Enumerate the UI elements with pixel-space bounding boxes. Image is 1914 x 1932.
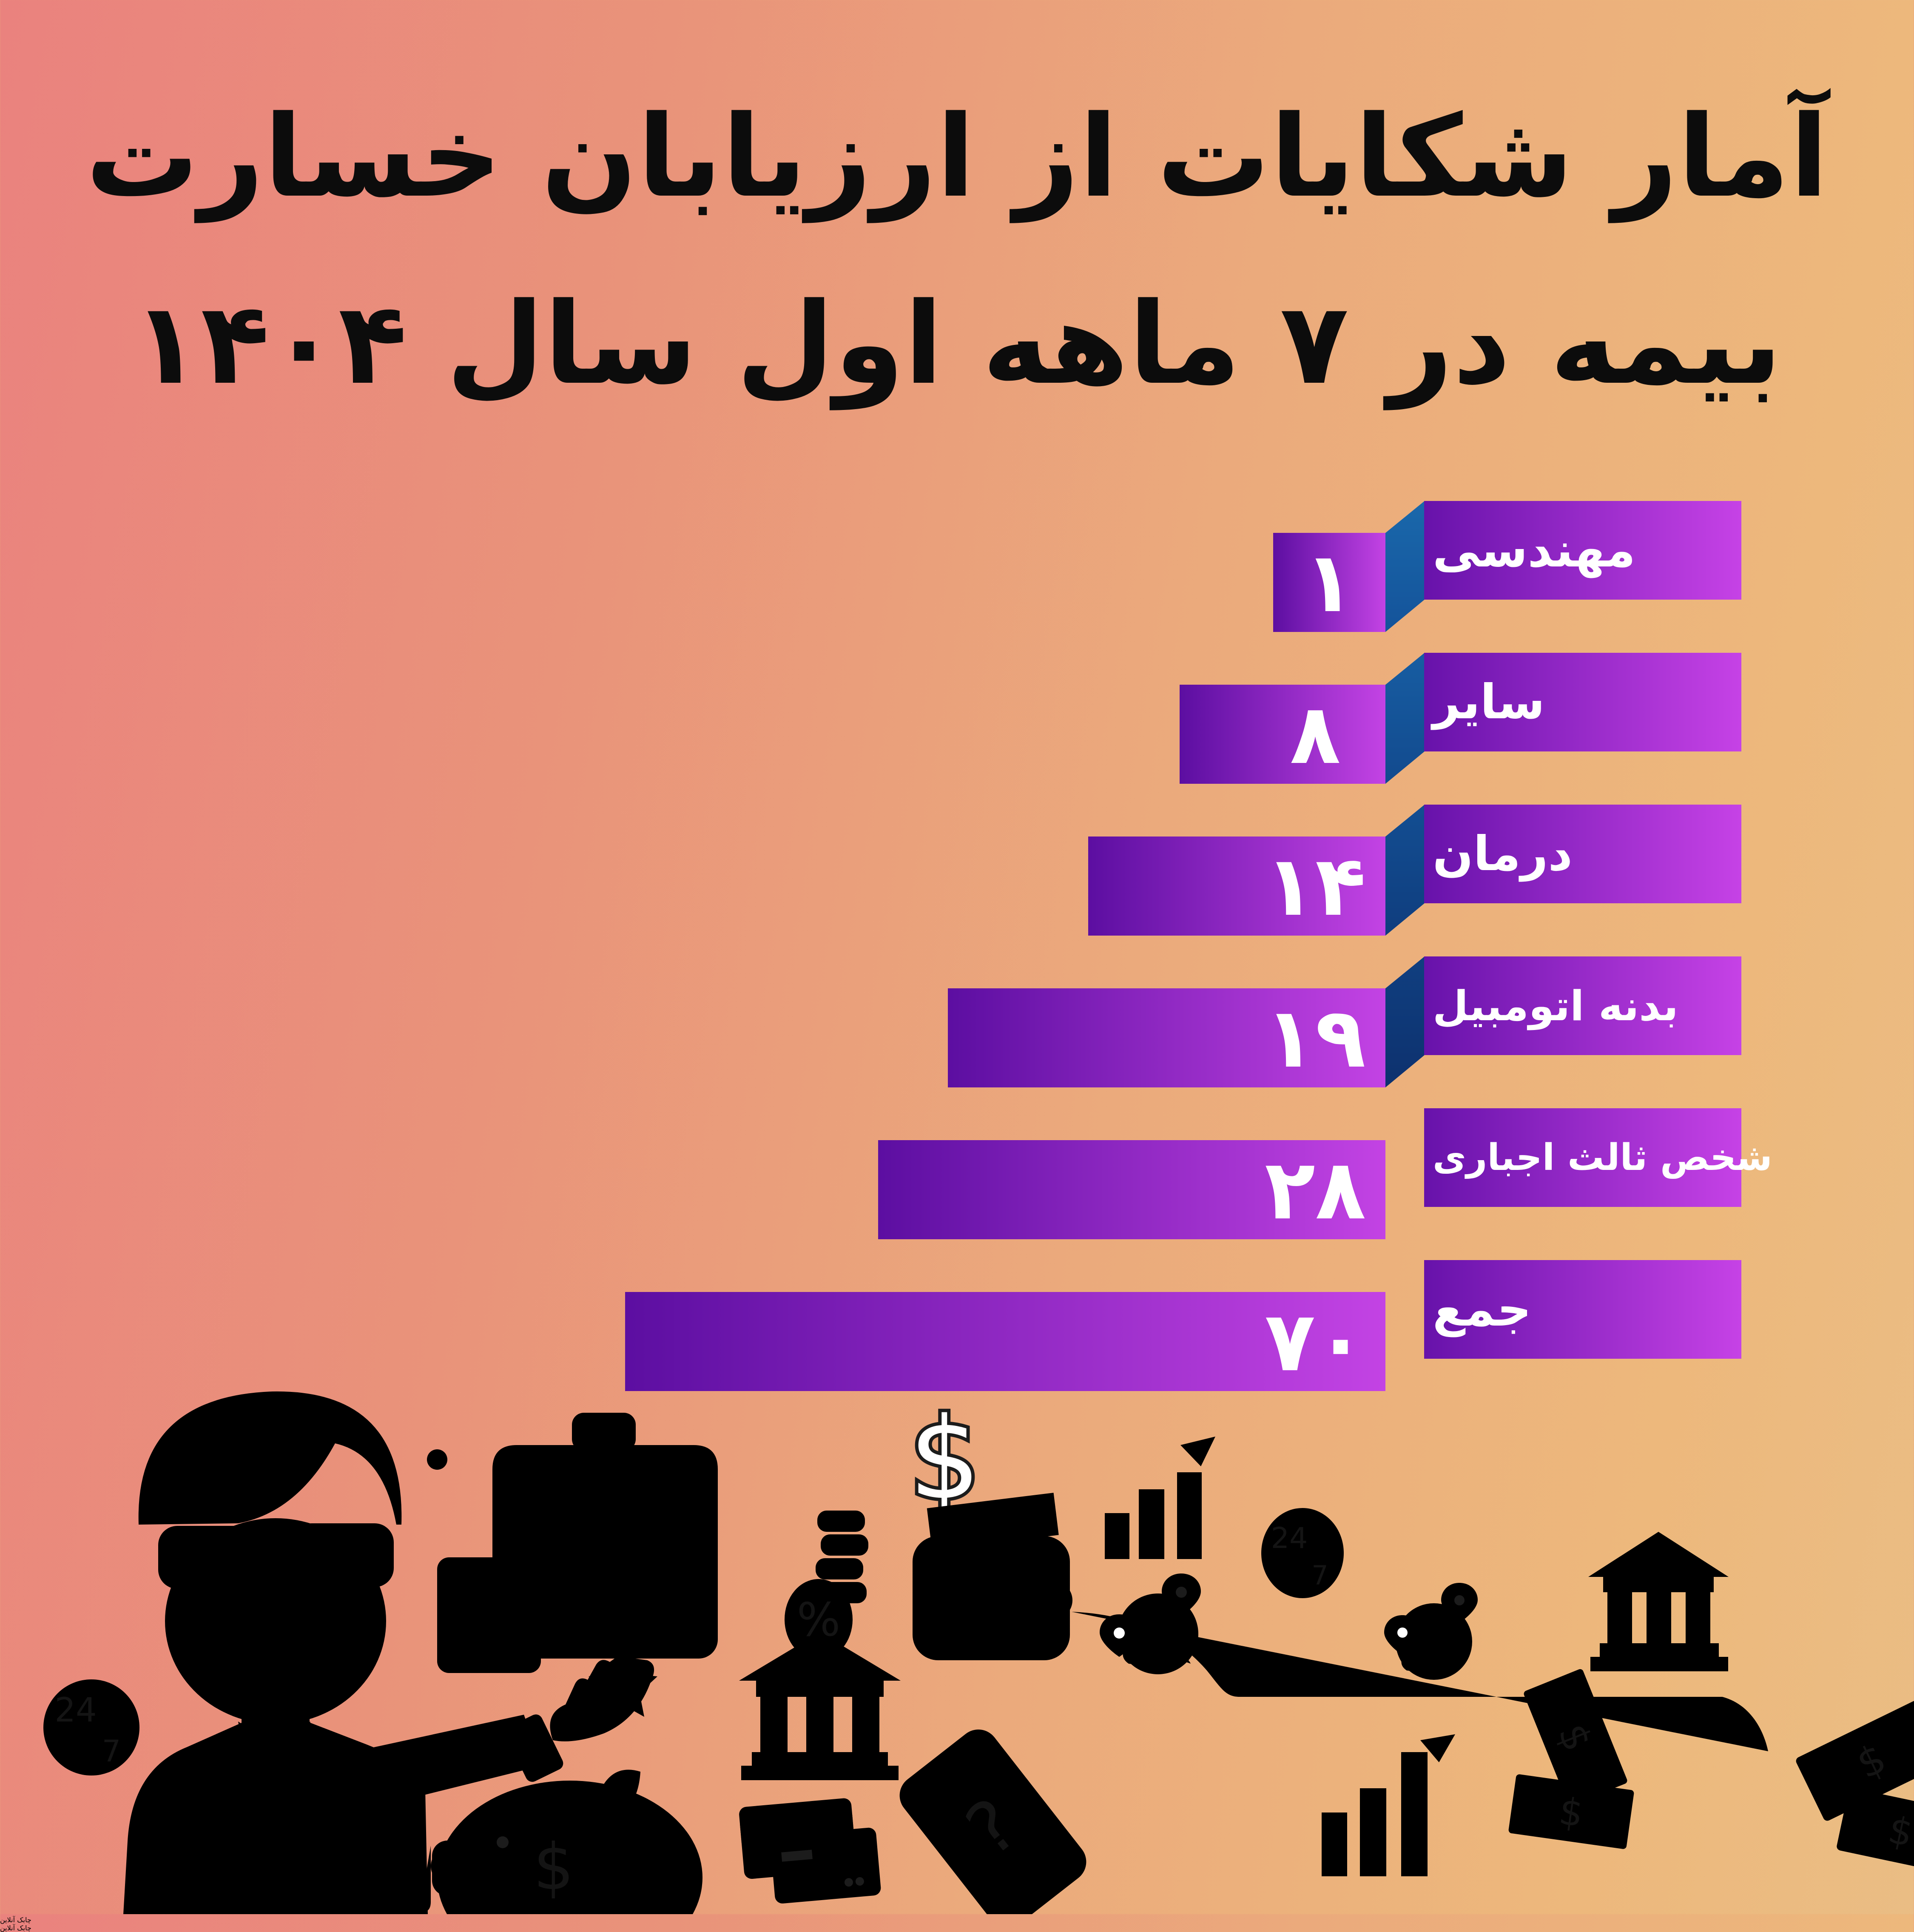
badge-24-7-icon: 24 7	[1261, 1508, 1344, 1598]
chabok-online-logo: چابک آنلاین	[0, 1924, 1914, 1932]
watermark-logo: چابک آنلاین	[0, 1916, 1914, 1924]
bar-label-box: درمان	[1424, 805, 1741, 903]
bar-label-box: مهندسی	[1424, 501, 1741, 600]
bar-label-box: شخص ثالث اجباری	[1424, 1108, 1772, 1207]
dot-circle-icon	[427, 1449, 447, 1470]
chart-row-health: ۱۴ درمان	[0, 805, 1914, 936]
chart-row-engineering: ۱ مهندسی	[0, 501, 1914, 633]
percent-coin-icon: %	[785, 1579, 853, 1660]
bar-auto-body: ۱۹	[948, 988, 1385, 1087]
badge-24-7-icon: 24 7	[43, 1679, 139, 1776]
smartphone-icon: ?	[899, 1729, 1086, 1928]
hand	[550, 1652, 654, 1741]
chart-row-third-party: ۲۸ شخص ثالث اجباری	[0, 1108, 1914, 1240]
watermark-text: چابک آنلاین	[0, 1916, 31, 1924]
bar-label-box: جمع	[1424, 1260, 1741, 1359]
bar-label: جمع	[1433, 1282, 1532, 1337]
logo-text: چابک آنلاین	[0, 1924, 31, 1932]
presenter-person-illustration	[123, 1391, 654, 1916]
growth-chart-icon	[1312, 1734, 1455, 1876]
money-bills-icon: $ $	[1508, 1669, 1634, 1849]
title-line-2: بیمه در ۷ ماهه اول سال ۱۴۰۴	[132, 278, 1782, 410]
svg-text:24: 24	[54, 1691, 97, 1730]
bar-total: ۷۰	[625, 1292, 1385, 1391]
bar-3d-fold	[1385, 1108, 1425, 1239]
chart-row-auto-body: ۱۹ بدنه اتومبیل	[0, 956, 1914, 1088]
credit-cards-icon	[739, 1798, 881, 1904]
svg-text:7: 7	[1311, 1560, 1328, 1591]
bar-health: ۱۴	[1088, 837, 1385, 936]
page-title: آمار شکایات از ارزیابان خسارت بیمه در ۷ …	[0, 64, 1914, 438]
bar-value: ۱	[1304, 534, 1355, 631]
bar-engineering: ۱	[1273, 533, 1385, 632]
bar-value: ۸	[1290, 686, 1341, 782]
sunglasses-right	[293, 1523, 394, 1587]
svg-text:7: 7	[102, 1734, 121, 1769]
bar-3d-fold	[1385, 501, 1425, 632]
bar-value: ۲۸	[1264, 1141, 1366, 1238]
arm	[361, 1715, 542, 1805]
bar-label: مهندسی	[1433, 523, 1636, 578]
globe-location-icon	[1384, 1583, 1478, 1680]
bar-label: بدنه اتومبیل	[1433, 982, 1678, 1030]
sunglasses-left	[158, 1526, 257, 1589]
bar-3d-fold	[1385, 956, 1425, 1087]
bar-3d-fold	[1385, 653, 1425, 784]
chart-row-other: ۸ سایر	[0, 653, 1914, 785]
wallet-icon	[913, 1493, 1072, 1660]
growth-chart-icon	[1089, 1437, 1215, 1559]
shirt	[238, 1721, 310, 1884]
bar-3d-fold	[1385, 1260, 1425, 1391]
bar-label: درمان	[1433, 826, 1573, 882]
money-bills-icon: $ $	[1796, 1701, 1914, 1874]
bar-value: ۱۹	[1264, 990, 1366, 1086]
svg-text:24: 24	[1271, 1522, 1308, 1555]
piggy-bank-icon: $	[432, 1770, 702, 1932]
bar-3d-fold	[1385, 805, 1425, 936]
cuff	[505, 1714, 563, 1782]
bank-icon	[739, 1632, 901, 1780]
title-line-1: آمار شکایات از ارزیابان خسارت	[85, 91, 1829, 222]
bar-label: شخص ثالث اجباری	[1433, 1136, 1772, 1179]
bar-label: سایر	[1433, 674, 1545, 730]
bar-label-box: سایر	[1424, 653, 1741, 751]
bar-label-box: بدنه اتومبیل	[1424, 956, 1741, 1055]
globe-location-icon	[1100, 1573, 1201, 1674]
bank-icon	[1588, 1532, 1729, 1671]
bar-third-party: ۲۸	[878, 1140, 1385, 1239]
chart-row-total: ۷۰ جمع	[0, 1260, 1914, 1392]
hair	[138, 1391, 402, 1525]
briefcase-icon	[492, 1413, 718, 1659]
bar-other: ۸	[1180, 685, 1385, 784]
dollar-sign-icon: $	[909, 1394, 981, 1525]
smile	[233, 1638, 318, 1653]
bar-value: ۷۰	[1264, 1293, 1366, 1390]
svg-text:$: $	[533, 1830, 574, 1904]
bar-value: ۱۴	[1264, 838, 1366, 934]
